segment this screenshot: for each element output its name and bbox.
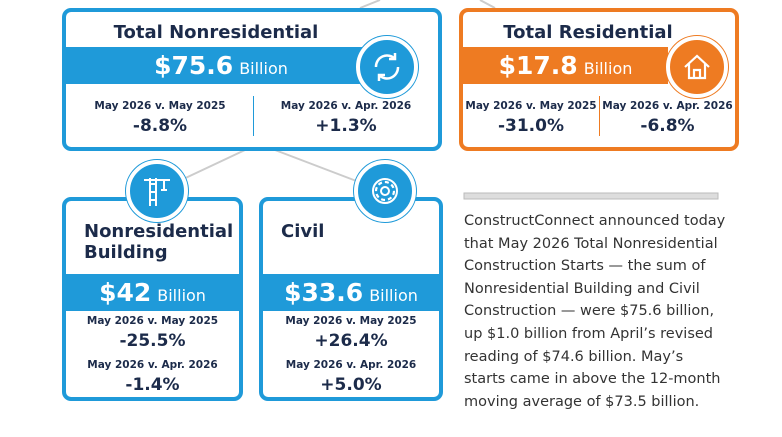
divider	[599, 96, 600, 136]
card-title: Civil	[281, 221, 325, 242]
card-title: Total Nonresidential	[113, 22, 319, 43]
comparison: May 2026 v. Apr. 2026 +1.3%	[254, 100, 438, 136]
comparison: May 2026 v. May 2025 +26.4%	[263, 315, 439, 351]
card-title: Total Residential	[503, 22, 673, 43]
card: Civil $33.6 Billion May 2026 v. May 2025 +…	[259, 197, 443, 401]
value-band: $42 Billion	[66, 274, 239, 311]
comparison-value: +5.0%	[320, 375, 382, 395]
comparison-label: May 2026 v. Apr. 2026	[280, 100, 412, 112]
paragraph: ConstructConnect announced today that Ma…	[464, 213, 726, 410]
comparison-label: May 2026 v. Apr. 2026	[602, 100, 733, 112]
value-band: $17.8 Billion	[463, 47, 668, 84]
comparison-label: May 2026 v. Apr. 2026	[285, 359, 417, 371]
amount: $75.6	[154, 51, 234, 80]
comparison-value: +1.3%	[315, 116, 377, 136]
card: Nonresidential Building $42 Billion May 2…	[62, 197, 243, 401]
comparison: May 2026 v. Apr. 2026 -1.4%	[66, 359, 239, 395]
unit: Billion	[583, 59, 633, 78]
house-icon	[666, 36, 728, 98]
comparison-value: -1.4%	[125, 375, 180, 395]
amount: $42	[99, 278, 152, 307]
comparison-label: May 2026 v. May 2025	[465, 100, 597, 112]
value-band: $75.6 Billion	[66, 47, 376, 84]
comparison-value: -25.5%	[119, 331, 186, 351]
divider	[253, 96, 254, 136]
comparison-value: +26.4%	[314, 331, 388, 351]
card-title: Nonresidential Building	[84, 221, 234, 263]
amount: $17.8	[498, 51, 578, 80]
card: Total Nonresidential $75.6 Billion May 20…	[62, 8, 442, 151]
comparison: May 2026 v. May 2025 -25.5%	[66, 315, 239, 351]
unit: Billion	[157, 286, 206, 305]
comparison: May 2026 v. Apr. 2026 -6.8%	[600, 100, 735, 136]
comparison: May 2026 v. May 2025 -8.8%	[66, 100, 254, 136]
comparison: May 2026 v. Apr. 2026 +5.0%	[263, 359, 439, 395]
comparison-label: May 2026 v. May 2025	[86, 315, 219, 327]
unit: Billion	[369, 286, 418, 305]
crane-icon	[126, 160, 188, 222]
comparison-value: -31.0%	[497, 116, 565, 136]
comparison-label: May 2026 v. May 2025	[94, 100, 226, 112]
comparison-label: May 2026 v. Apr. 2026	[87, 359, 218, 371]
card: Total Residential $17.8 Billion May 2026 …	[459, 8, 739, 151]
refresh-icon	[356, 36, 418, 98]
comparison-value: -6.8%	[640, 116, 695, 136]
comparison-value: -8.8%	[132, 116, 188, 136]
comparison-label: May 2026 v. May 2025	[285, 315, 417, 327]
value-band: $33.6 Billion	[263, 274, 439, 311]
amount: $33.6	[284, 278, 364, 307]
comparison: May 2026 v. May 2025 -31.0%	[463, 100, 599, 136]
unit: Billion	[239, 59, 288, 78]
gear-icon	[354, 160, 416, 222]
